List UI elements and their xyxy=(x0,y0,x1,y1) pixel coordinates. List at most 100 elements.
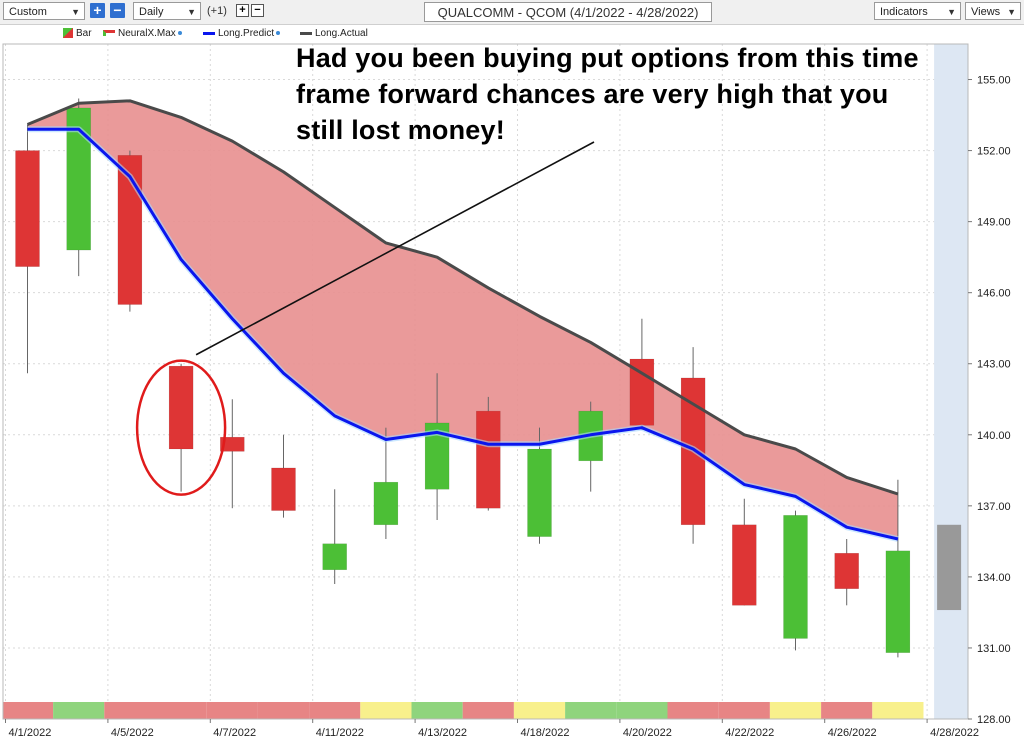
indicator-lines xyxy=(26,99,899,542)
indicators-button[interactable]: Indicators ▼ xyxy=(874,2,961,20)
legend-label: Long.Actual xyxy=(315,28,368,39)
candle-body xyxy=(322,543,347,571)
period-select[interactable]: Custom ▼ xyxy=(3,2,85,20)
candle xyxy=(168,363,194,492)
candle xyxy=(271,434,296,518)
candle xyxy=(834,539,859,606)
chevron-down-icon: ▼ xyxy=(1007,7,1016,17)
band-segment xyxy=(769,702,822,719)
chevron-down-icon: ▼ xyxy=(947,7,956,17)
candle-body xyxy=(168,365,194,450)
chevron-down-icon: ▼ xyxy=(71,7,80,17)
y-tick-label: 140.00 xyxy=(977,430,1011,442)
period-select-value: Custom xyxy=(9,6,47,18)
settings-dot-icon xyxy=(177,31,182,36)
band-segment xyxy=(411,702,463,719)
x-tick-label: 4/20/2022 xyxy=(623,727,672,739)
views-label: Views xyxy=(971,6,1001,18)
plot-border xyxy=(2,43,969,720)
band-segment xyxy=(3,702,54,719)
legend-item-neuralx-max[interactable]: NeuralX.Max xyxy=(103,28,182,39)
y-tick-label: 137.00 xyxy=(977,501,1011,513)
views-button[interactable]: Views ▼ xyxy=(965,2,1021,20)
band-segment xyxy=(667,702,719,719)
x-tick-label: 4/11/2022 xyxy=(316,727,364,739)
indicators-label: Indicators xyxy=(880,6,928,18)
band-segment xyxy=(718,702,770,719)
neuralx-legend-icon xyxy=(103,30,115,37)
interval-select[interactable]: Daily ▼ xyxy=(133,2,201,20)
band-segment xyxy=(513,702,566,719)
interval-select-value: Daily xyxy=(139,6,164,18)
legend-item-bar[interactable]: Bar xyxy=(63,28,92,39)
forecast-zone xyxy=(934,44,968,719)
candle-body xyxy=(834,552,859,589)
candle xyxy=(476,396,501,511)
x-tick-label: 4/22/2022 xyxy=(725,727,774,739)
x-tick-label: 4/5/2022 xyxy=(111,727,154,739)
long-predict-line xyxy=(27,127,899,541)
x-tick-label: 4/1/2022 xyxy=(9,727,52,739)
x-tick-label: 4/26/2022 xyxy=(828,727,877,739)
band-segment xyxy=(616,702,668,719)
candle-body xyxy=(373,481,399,526)
fill-between-area xyxy=(27,100,898,539)
bottom-signal-band xyxy=(3,702,924,719)
candle xyxy=(732,498,757,606)
highlight-circle xyxy=(135,359,227,496)
chart-title: QUALCOMM - QCOM (4/1/2022 - 4/28/2022) xyxy=(424,2,712,22)
candle xyxy=(373,427,399,539)
candle xyxy=(527,427,552,544)
zoom-out-button[interactable]: − xyxy=(110,3,125,18)
candle xyxy=(937,524,962,611)
annotation-graphics xyxy=(135,141,595,496)
band-segment xyxy=(104,702,156,719)
candle xyxy=(15,124,40,374)
x-tick-label: 4/18/2022 xyxy=(521,727,570,739)
band-segment xyxy=(462,702,514,719)
candle xyxy=(578,401,603,492)
fill-between-polygon xyxy=(27,100,898,539)
candle xyxy=(220,399,245,509)
legend-item-long-actual[interactable]: Long.Actual xyxy=(300,28,368,39)
legend-label: Long.Predict xyxy=(218,28,275,39)
legend: Bar NeuralX.Max Long.Predict Long.Actual xyxy=(0,26,900,42)
band-segment xyxy=(821,702,873,719)
x-tick-label: 4/7/2022 xyxy=(213,727,256,739)
y-tick-label: 152.00 xyxy=(977,146,1011,158)
y-tick-label: 146.00 xyxy=(977,288,1011,300)
y-tick-label: 155.00 xyxy=(977,75,1011,87)
candle-body xyxy=(937,524,962,611)
candle xyxy=(885,479,911,658)
candle-body xyxy=(15,150,40,267)
band-segment xyxy=(872,702,924,719)
x-tick-label: 4/13/2022 xyxy=(418,727,467,739)
candle-body xyxy=(220,436,245,452)
toolbar: Custom ▼ + − Daily ▼ (+1) + − QUALCOMM -… xyxy=(0,0,1024,25)
band-segment xyxy=(309,702,361,719)
legend-item-long-predict[interactable]: Long.Predict xyxy=(203,28,281,39)
y-tick-label: 134.00 xyxy=(977,572,1011,584)
line-legend-icon xyxy=(300,31,312,35)
settings-dot-icon xyxy=(276,31,281,36)
band-segment xyxy=(257,702,310,719)
adjust-label: (+1) xyxy=(207,5,227,17)
zoom-in-button[interactable]: + xyxy=(90,3,105,18)
candle xyxy=(322,489,347,584)
band-segment xyxy=(206,702,258,719)
band-segment xyxy=(53,702,105,719)
candle xyxy=(66,98,91,277)
adjust-minus-button[interactable]: − xyxy=(251,4,264,17)
legend-label: Bar xyxy=(76,28,92,39)
y-tick-label: 131.00 xyxy=(977,643,1011,655)
band-segment xyxy=(565,702,617,719)
candle-body xyxy=(885,550,911,653)
adjust-plus-button[interactable]: + xyxy=(236,4,249,17)
bar-legend-icon xyxy=(63,28,73,39)
y-tick-label: 149.00 xyxy=(977,217,1011,229)
line-legend-icon xyxy=(203,31,215,35)
candle-body xyxy=(783,515,808,639)
candle-body xyxy=(271,467,296,511)
band-segment xyxy=(155,702,207,719)
